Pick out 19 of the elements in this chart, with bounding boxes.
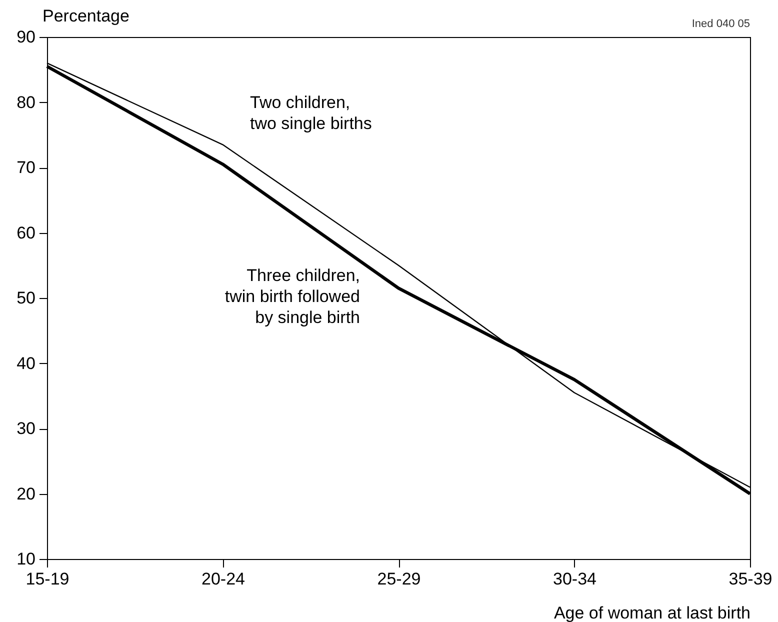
y-tick-label: 40: [16, 354, 36, 373]
text: Ined 040 05: [692, 18, 750, 30]
y-tick-label: 80: [16, 92, 36, 112]
y-tick-label: 60: [16, 223, 36, 242]
y-tick-label: 20: [16, 484, 36, 504]
y-tick-label: 10: [16, 550, 36, 568]
y-tick-label: 70: [16, 158, 36, 177]
y-tick-label: 30: [16, 419, 36, 438]
y-axis-title: Percentage: [42, 6, 130, 26]
y-tick-label: 50: [16, 288, 36, 308]
x-axis-title: Age of woman at last birth: [554, 604, 750, 622]
x-tick-label: 35-39: [728, 570, 772, 588]
x-tick-label: 25-29: [377, 570, 421, 588]
x-tick-label: 15-19: [26, 570, 70, 588]
x-tick-label: 30-34: [553, 570, 596, 588]
series-label: Three children, twin birth followed by single birth: [224, 266, 360, 327]
y-tick-label: 90: [16, 28, 36, 46]
x-tick-label: 20-24: [202, 570, 245, 588]
series-label: Two children, two single births: [250, 93, 372, 133]
